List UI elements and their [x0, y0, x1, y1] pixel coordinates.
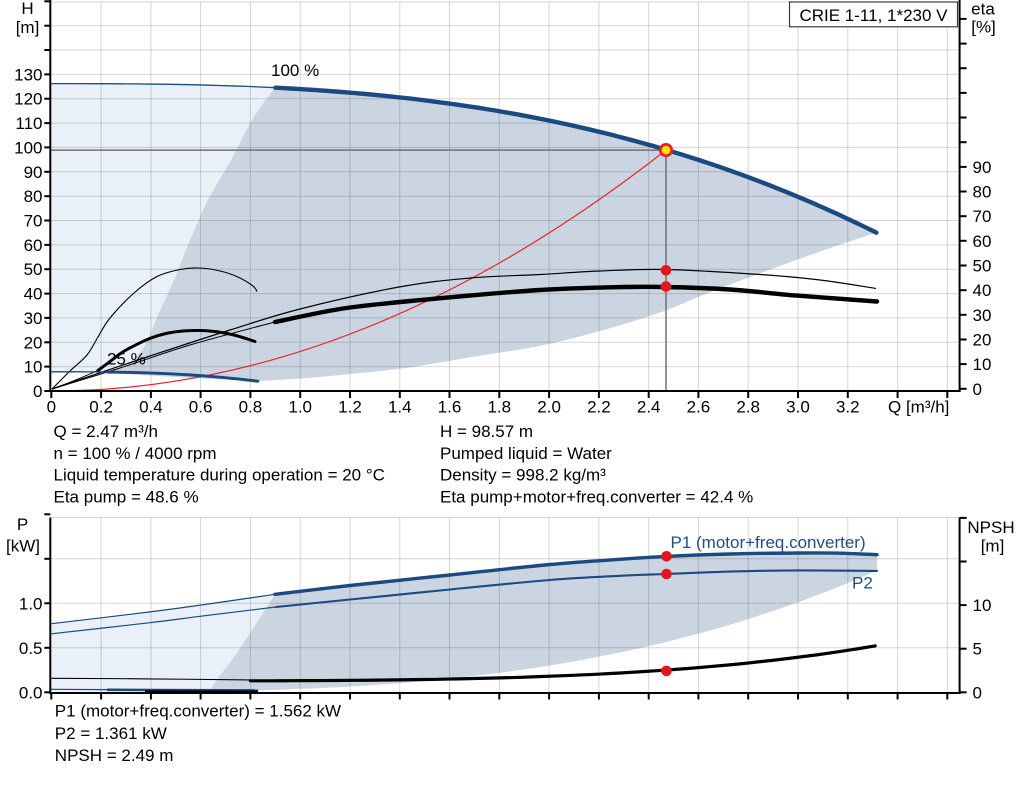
- svg-text:3.2: 3.2: [836, 398, 860, 417]
- svg-text:50: 50: [24, 260, 43, 279]
- svg-text:0: 0: [973, 380, 982, 399]
- svg-text:1.2: 1.2: [338, 398, 362, 417]
- svg-text:Q [m³/h]: Q [m³/h]: [888, 398, 949, 417]
- svg-text:0.0: 0.0: [19, 683, 43, 702]
- svg-text:20: 20: [973, 331, 992, 350]
- svg-text:20: 20: [24, 333, 43, 352]
- svg-text:0.4: 0.4: [139, 398, 163, 417]
- svg-text:0.5: 0.5: [19, 639, 43, 658]
- svg-text:130: 130: [14, 65, 42, 84]
- svg-text:1.6: 1.6: [438, 398, 462, 417]
- svg-text:60: 60: [24, 236, 43, 255]
- svg-text:H: H: [21, 0, 33, 18]
- svg-text:110: 110: [15, 114, 42, 133]
- svg-text:P1 (motor+freq.converter) = 1.: P1 (motor+freq.converter) = 1.562 kW: [55, 702, 341, 721]
- svg-text:P2: P2: [852, 574, 873, 593]
- svg-text:[m]: [m]: [16, 18, 40, 37]
- svg-text:H = 98.57 m: H = 98.57 m: [440, 422, 533, 441]
- svg-text:80: 80: [973, 183, 992, 202]
- svg-text:2.8: 2.8: [736, 398, 760, 417]
- svg-text:100: 100: [14, 138, 42, 157]
- svg-text:P1 (motor+freq.converter): P1 (motor+freq.converter): [671, 533, 866, 552]
- svg-text:10: 10: [973, 355, 992, 374]
- svg-text:2.6: 2.6: [687, 398, 711, 417]
- svg-text:25 %: 25 %: [107, 350, 146, 369]
- svg-text:CRIE 1-11, 1*230 V: CRIE 1-11, 1*230 V: [799, 6, 948, 25]
- svg-text:100 %: 100 %: [271, 61, 319, 80]
- svg-text:2.0: 2.0: [537, 398, 561, 417]
- svg-text:2.2: 2.2: [587, 398, 611, 417]
- svg-text:[m]: [m]: [981, 537, 1005, 556]
- svg-text:[%]: [%]: [971, 18, 996, 37]
- svg-text:2.4: 2.4: [637, 398, 661, 417]
- svg-text:70: 70: [973, 207, 992, 226]
- svg-text:Eta pump = 48.6 %: Eta pump = 48.6 %: [54, 487, 199, 506]
- svg-text:30: 30: [973, 306, 992, 325]
- svg-text:Liquid temperature during oper: Liquid temperature during operation = 20…: [54, 466, 385, 485]
- svg-text:1.0: 1.0: [19, 594, 43, 613]
- svg-text:n = 100 % / 4000 rpm: n = 100 % / 4000 rpm: [54, 444, 217, 463]
- svg-text:Pumped liquid = Water: Pumped liquid = Water: [440, 444, 612, 463]
- svg-text:0.2: 0.2: [89, 398, 113, 417]
- svg-text:NPSH: NPSH: [967, 518, 1014, 537]
- svg-text:0.8: 0.8: [239, 398, 263, 417]
- svg-text:3.0: 3.0: [786, 398, 810, 417]
- svg-text:1.8: 1.8: [487, 398, 511, 417]
- svg-text:60: 60: [973, 232, 992, 251]
- svg-text:eta: eta: [971, 0, 995, 19]
- svg-text:10: 10: [24, 358, 43, 377]
- svg-text:90: 90: [24, 163, 43, 182]
- svg-text:0.6: 0.6: [189, 398, 213, 417]
- svg-text:1.4: 1.4: [388, 398, 412, 417]
- svg-text:90: 90: [973, 158, 992, 177]
- svg-text:0: 0: [47, 398, 56, 417]
- svg-text:30: 30: [24, 309, 43, 328]
- svg-text:120: 120: [14, 90, 42, 109]
- svg-text:Eta pump+motor+freq.converter: Eta pump+motor+freq.converter = 42.4 %: [440, 487, 753, 506]
- svg-text:1.0: 1.0: [288, 398, 312, 417]
- svg-text:P2 = 1.361 kW: P2 = 1.361 kW: [55, 724, 167, 743]
- svg-text:NPSH = 2.49 m: NPSH = 2.49 m: [55, 746, 174, 765]
- svg-text:70: 70: [24, 212, 43, 231]
- svg-text:5: 5: [973, 640, 982, 659]
- svg-text:[kW]: [kW]: [6, 537, 40, 556]
- svg-text:Q = 2.47 m³/h: Q = 2.47 m³/h: [54, 422, 158, 441]
- svg-text:10: 10: [973, 596, 992, 615]
- svg-text:P: P: [17, 515, 28, 534]
- svg-text:50: 50: [973, 257, 992, 276]
- svg-text:0: 0: [973, 683, 982, 702]
- svg-text:40: 40: [24, 285, 43, 304]
- svg-text:0: 0: [33, 382, 42, 401]
- svg-text:80: 80: [24, 187, 43, 206]
- svg-text:40: 40: [973, 281, 992, 300]
- svg-text:Density = 998.2 kg/m³: Density = 998.2 kg/m³: [440, 466, 606, 485]
